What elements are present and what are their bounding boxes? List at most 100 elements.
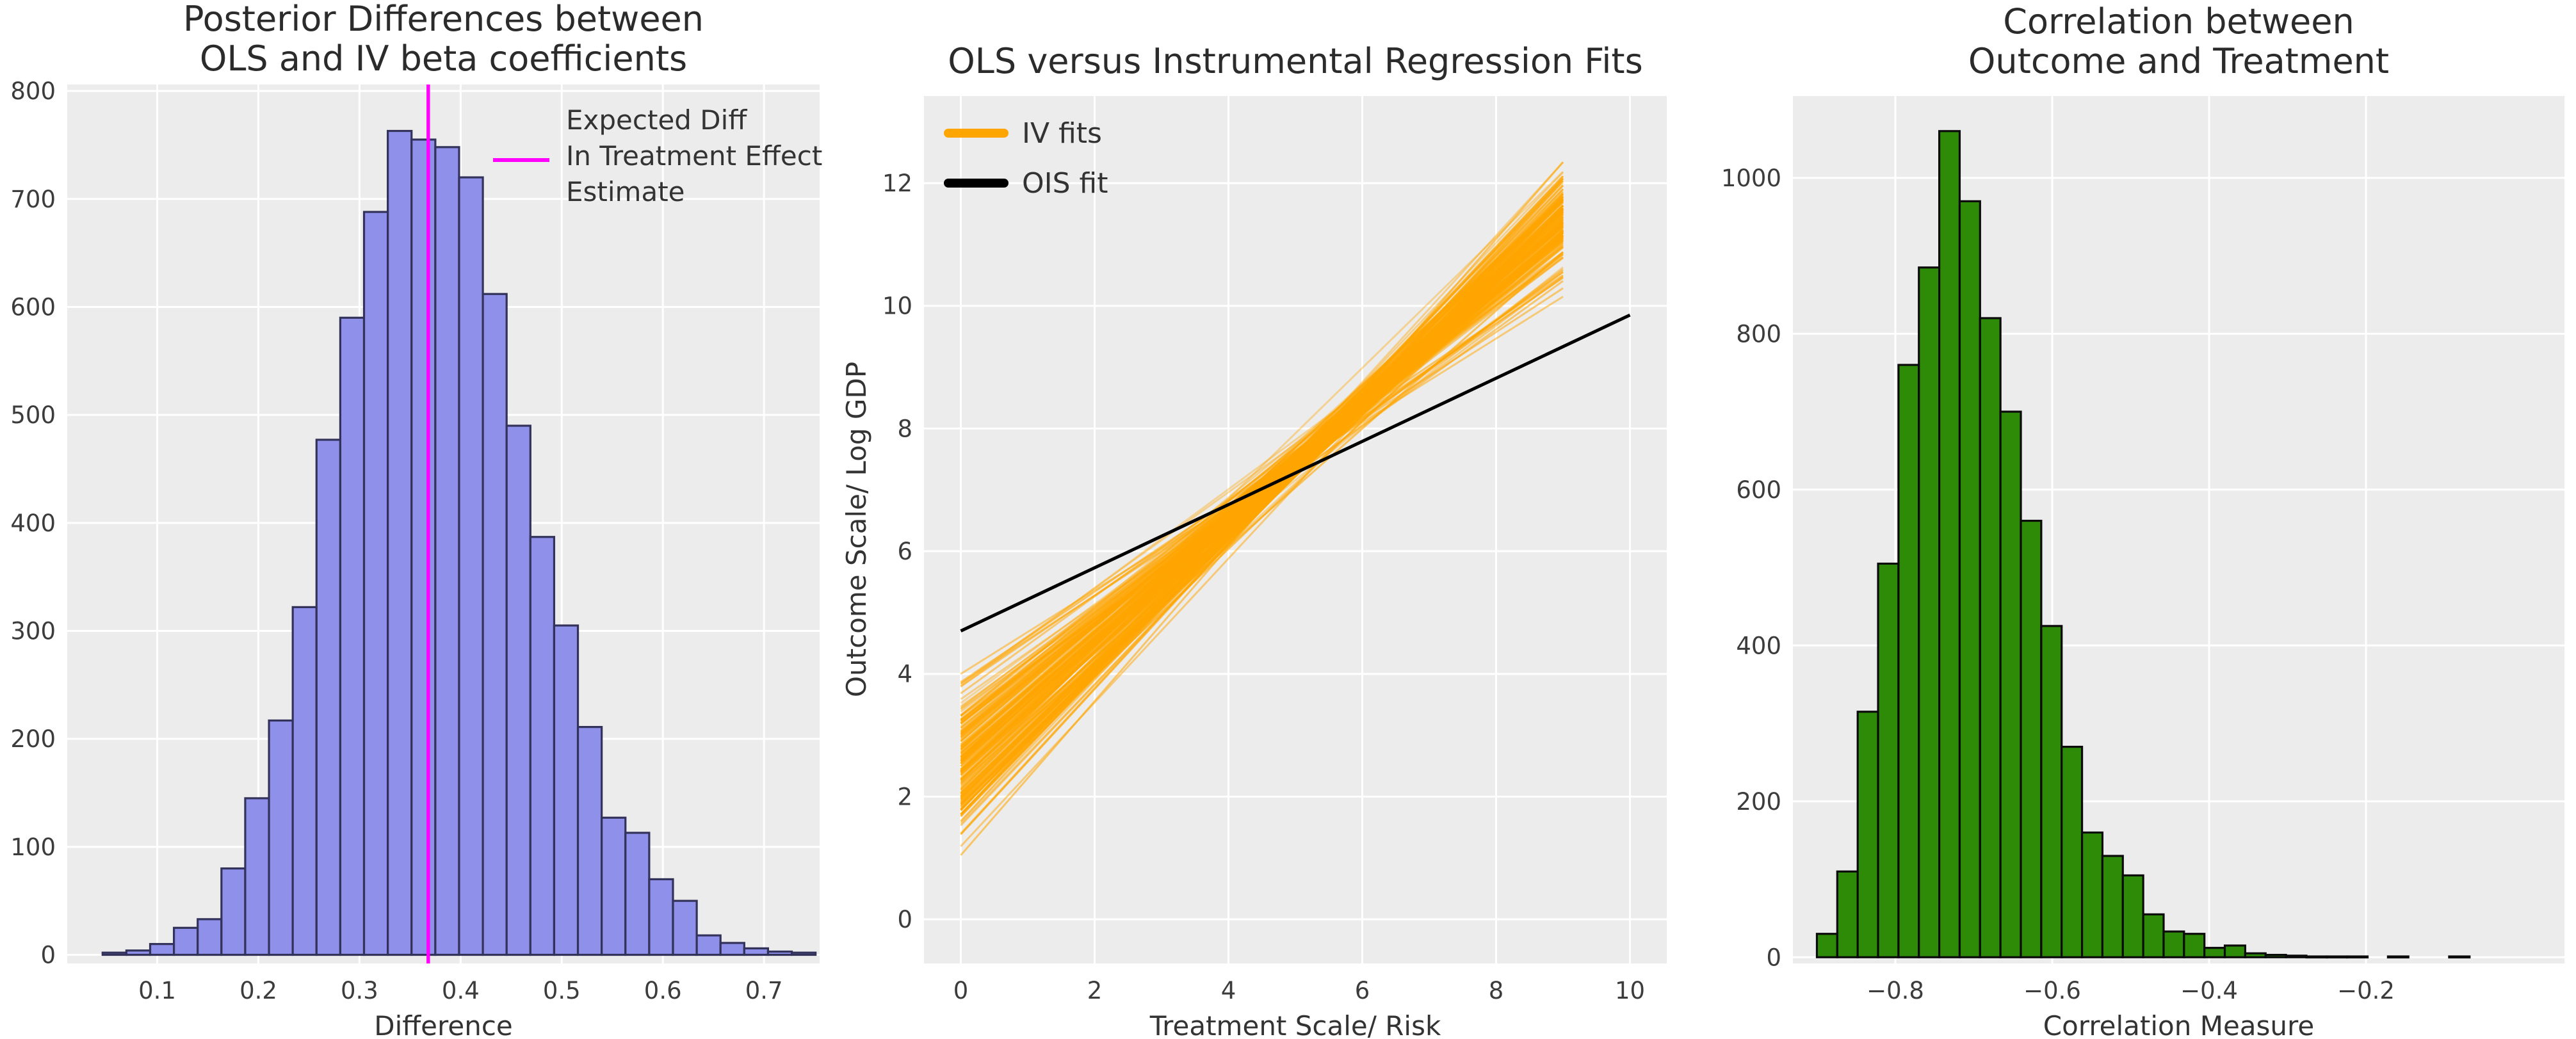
y-tick-label: 1000 xyxy=(1721,165,1781,192)
histogram-bar xyxy=(2326,955,2349,959)
y-tick-label: 4 xyxy=(897,661,912,688)
histogram-bar xyxy=(624,832,651,956)
histogram-bar xyxy=(1958,200,1981,958)
legend-label: Expected Diff xyxy=(566,104,747,136)
iv-fit-line xyxy=(960,204,1564,799)
histogram-bar xyxy=(387,129,413,956)
histogram-bar xyxy=(1979,317,2002,958)
iv-fit-line xyxy=(960,216,1564,753)
histogram-bar xyxy=(2162,930,2185,958)
y-tick-label: 12 xyxy=(882,170,912,197)
histogram-bar xyxy=(743,947,770,956)
x-tick-label: −0.4 xyxy=(2180,977,2238,1004)
y-tick-label: 800 xyxy=(10,77,56,105)
histogram-bar xyxy=(601,816,627,956)
histogram-bar xyxy=(2264,954,2287,958)
histogram-bar xyxy=(2203,947,2226,958)
y-tick-label: 500 xyxy=(10,401,56,429)
iv-fit-line xyxy=(960,229,1564,787)
legend-label: IV fits xyxy=(1022,117,1102,150)
iv-fit-line xyxy=(960,161,1564,823)
fits-legend: IV fits OIS fit xyxy=(944,117,1108,200)
histogram-bar xyxy=(101,951,127,956)
y-tick-label: 200 xyxy=(1736,788,1781,816)
y-tick-label: 600 xyxy=(1736,476,1781,504)
y-tick-label: 100 xyxy=(10,834,56,861)
histogram-bar xyxy=(1918,266,1941,958)
y-tick-label: 10 xyxy=(882,293,912,320)
histogram-bar xyxy=(1897,364,1920,958)
y-tick-label: 200 xyxy=(10,725,56,753)
x-tick-label: 0.4 xyxy=(442,977,480,1004)
x-tick-label: 0.3 xyxy=(341,977,378,1004)
expected-diff-legend: Expected Diff In Treatment Effect Estima… xyxy=(493,104,822,207)
x-tick-label: −0.8 xyxy=(1867,977,1924,1004)
x-tick-label: 2 xyxy=(1087,977,1103,1004)
chart-title: OLS versus Instrumental Regression Fits xyxy=(948,41,1642,81)
histogram-bar xyxy=(2101,855,2124,958)
posterior-differences-histogram: 0.1 0.2 0.3 0.4 0.5 0.6 0.7 0 100 200 300 400 500 600… xyxy=(10,0,822,1039)
ols-fit-line xyxy=(960,313,1631,632)
iv-fit-line xyxy=(960,234,1564,727)
histogram-bar xyxy=(2244,952,2267,958)
histogram-bar xyxy=(244,797,270,956)
x-axis-label: Treatment Scale/ Risk xyxy=(1149,1010,1441,1039)
x-axis-label: Correlation Measure xyxy=(2043,1010,2314,1039)
ols-vs-iv-regression-fits-chart: 0 2 4 6 8 10 0 2 4 6 8 10 12 Treatment Scale/ Risk Out… xyxy=(841,41,1667,1039)
x-tick-label: 0.5 xyxy=(543,977,581,1004)
histogram-bar xyxy=(2223,944,2246,958)
y-tick-label: 700 xyxy=(10,186,56,213)
y-tick-label: 0 xyxy=(897,906,912,933)
histogram-bar xyxy=(2040,625,2063,958)
histogram-bar xyxy=(2346,955,2369,959)
iv-fit-line xyxy=(960,257,1564,704)
histogram-bar xyxy=(719,942,745,956)
histogram-bar xyxy=(695,934,722,956)
legend-label: In Treatment Effect xyxy=(566,140,822,172)
histogram-bar xyxy=(220,867,247,956)
x-tick-label: 6 xyxy=(1355,977,1370,1004)
x-tick-label: 0.1 xyxy=(138,977,176,1004)
histogram-bar xyxy=(2020,519,2043,958)
iv-fit-line xyxy=(960,232,1564,716)
histogram-bar xyxy=(2142,913,2165,958)
iv-fit-line xyxy=(960,175,1564,811)
histogram-bar xyxy=(505,424,531,956)
y-tick-label: 2 xyxy=(897,783,912,810)
y-tick-label: 300 xyxy=(10,617,56,645)
histogram-bar xyxy=(1938,130,1961,958)
chart-title: Posterior Differences between xyxy=(183,0,704,39)
histogram-bar xyxy=(197,918,223,956)
x-tick-label: −0.6 xyxy=(2023,977,2081,1004)
histogram-bar xyxy=(2061,745,2084,958)
x-tick-label: 8 xyxy=(1489,977,1504,1004)
x-axis-label: Difference xyxy=(374,1010,513,1039)
histogram-bar xyxy=(2305,955,2328,959)
histogram-bar xyxy=(173,926,199,956)
legend-label: OIS fit xyxy=(1022,167,1108,200)
histogram-bar xyxy=(291,606,318,956)
y-tick-label: 800 xyxy=(1736,320,1781,348)
x-tick-label: 0.7 xyxy=(745,977,783,1004)
histogram-bar xyxy=(315,439,342,956)
iv-fit-line xyxy=(960,229,1564,771)
x-tick-label: 0 xyxy=(953,977,969,1004)
y-tick-label: 8 xyxy=(897,415,912,442)
histogram-bar xyxy=(2448,955,2471,959)
x-tick-label: 0.6 xyxy=(644,977,682,1004)
histogram-bar xyxy=(553,624,579,956)
chart-title: OLS and IV beta coefficients xyxy=(200,38,687,79)
correlation-histogram: −0.8 −0.6 −0.4 −0.2 0 200 400 600 800 1000 Correla… xyxy=(1721,1,2564,1039)
y-tick-label: 400 xyxy=(10,510,56,537)
histogram-bar xyxy=(2121,874,2144,958)
iv-fit-line xyxy=(960,205,1564,815)
histogram-bar xyxy=(529,536,556,956)
y-tick-label: 0 xyxy=(1766,944,1781,971)
y-tick-label: 0 xyxy=(40,942,56,969)
histogram-bar xyxy=(125,949,152,956)
histogram-bar xyxy=(576,726,603,956)
chart-title: Correlation between xyxy=(2003,1,2354,42)
y-tick-label: 600 xyxy=(10,293,56,321)
histogram-bar xyxy=(2386,955,2410,959)
